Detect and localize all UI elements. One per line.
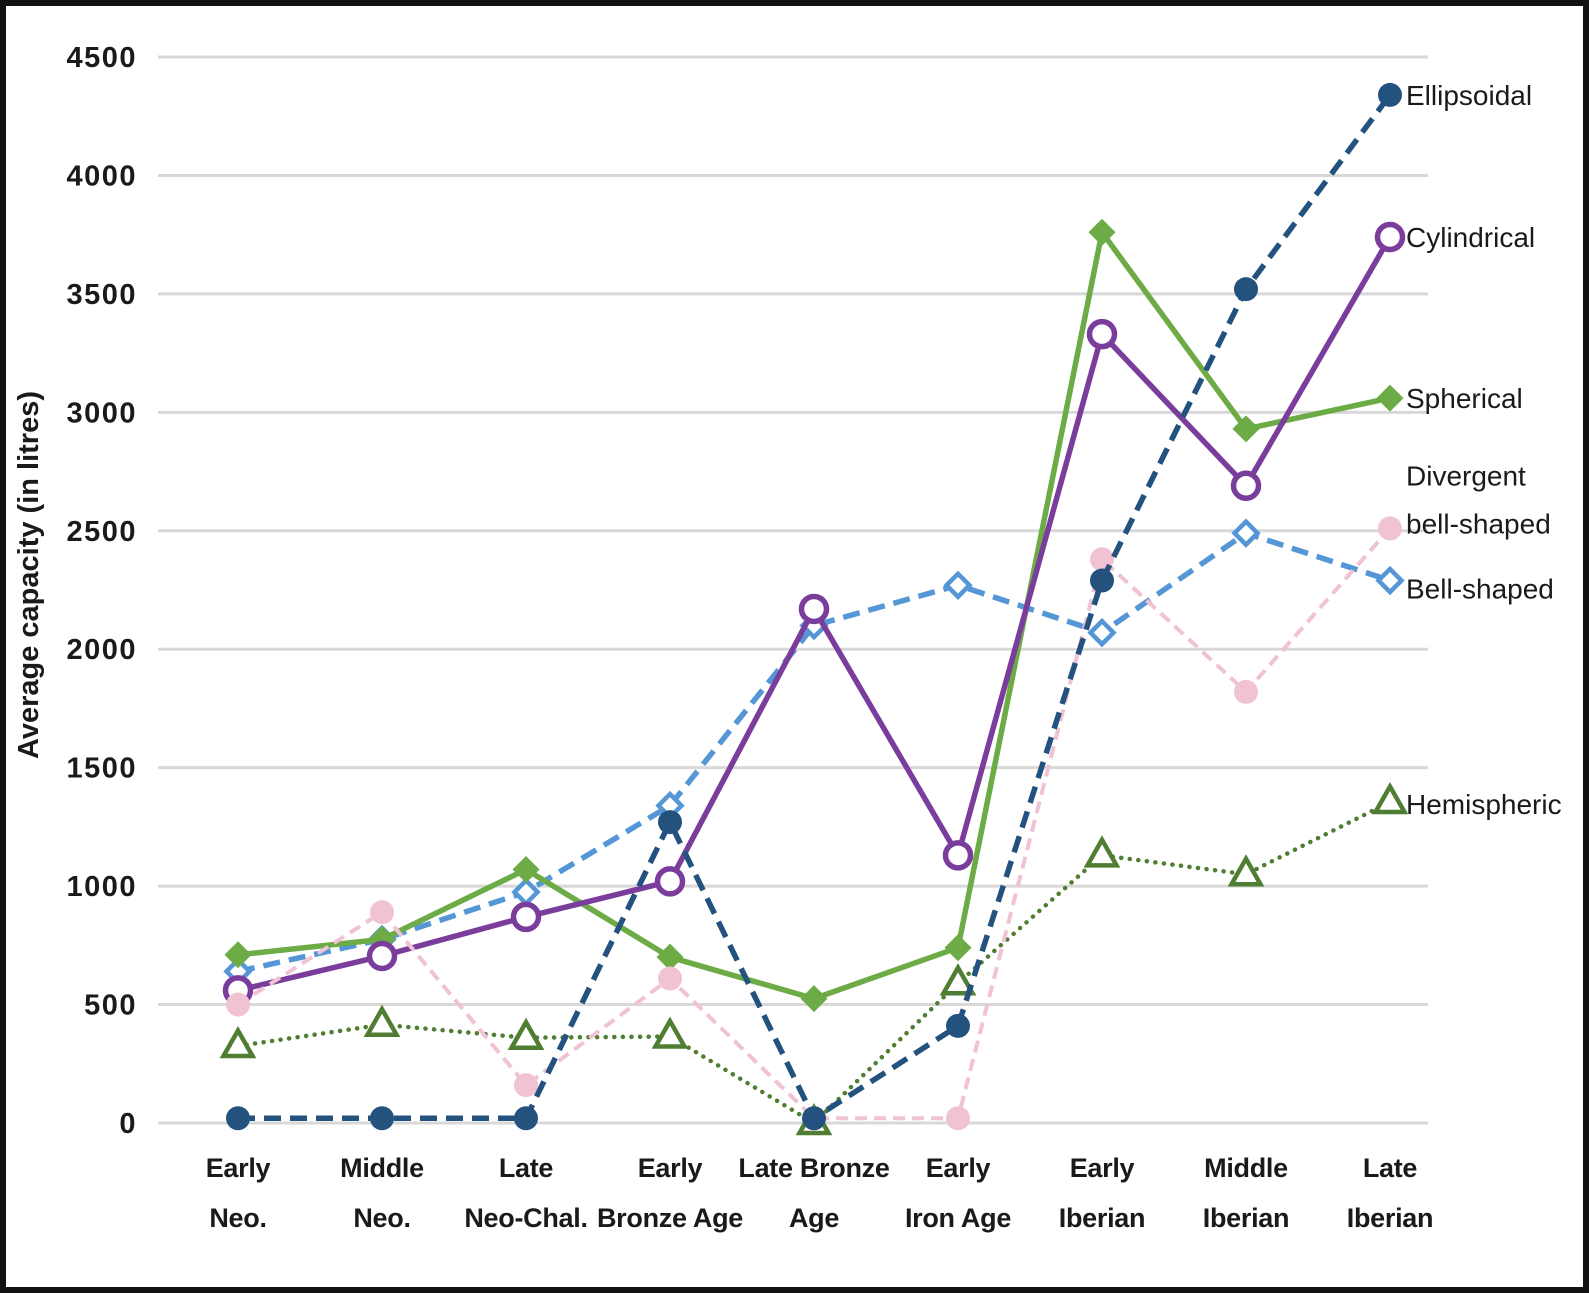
cylindrical-marker-4: [654, 866, 686, 897]
series-hemispheric: [219, 781, 1409, 1136]
ellipsoidal-marker-4: [658, 810, 682, 835]
bell-shaped-marker-8: [1231, 518, 1261, 548]
x-category-label-2: Middle Neo.: [340, 1153, 424, 1233]
ellipsoidal-marker-6: [946, 1013, 970, 1038]
hemispheric-marker-4: [651, 1016, 689, 1049]
divergent-bell-shaped-marker-8: [1234, 679, 1258, 704]
ellipsoidal-marker-8: [1234, 277, 1258, 302]
bell-shaped-marker-3: [511, 877, 541, 907]
divergent-bell-shaped-marker-1: [226, 992, 250, 1017]
y-tick-label-1500: 1500: [66, 753, 137, 785]
y-tick-label-4000: 4000: [66, 160, 137, 192]
cylindrical-marker-8: [1230, 470, 1262, 502]
divergent-bell-shaped-marker-9: [1378, 516, 1402, 541]
cylindrical-marker-9: [1374, 221, 1406, 253]
legend-label-divergent-bell-shaped: Divergent bell-shaped: [1406, 460, 1551, 539]
series-layer: [219, 82, 1409, 1136]
spherical-marker-6: [944, 934, 972, 962]
series-line-bell-shaped: [237, 530, 1391, 975]
spherical-marker-9: [1376, 384, 1404, 412]
ellipsoidal-marker-7: [1090, 568, 1114, 593]
hemispheric-marker-9: [1371, 781, 1409, 815]
y-tick-label-3000: 3000: [66, 397, 137, 429]
hemispheric-marker-3: [507, 1017, 545, 1050]
y-tick-label-3500: 3500: [66, 279, 137, 311]
series-line-hemispheric: [235, 799, 1393, 1126]
series-spherical: [224, 218, 1404, 1013]
divergent-bell-shaped-marker-4: [658, 966, 682, 991]
y-axis-title: Average capacity (in litres): [13, 391, 45, 759]
x-category-label-3: Late Neo-Chal.: [464, 1153, 587, 1233]
bell-shaped-marker-9: [1375, 565, 1405, 596]
spherical-marker-4: [656, 943, 684, 971]
bell-shaped-marker-7: [1087, 617, 1117, 648]
x-category-label-4: Early Bronze Age: [597, 1153, 743, 1233]
y-tick-label-2500: 2500: [66, 516, 137, 548]
cylindrical-marker-5: [798, 593, 830, 625]
spherical-marker-7: [1088, 218, 1116, 246]
y-tick-label-4500: 4500: [66, 42, 137, 74]
cylindrical-marker-2: [366, 940, 398, 972]
axis-text-layer: 0 500 1000 1500 2000 2500 3000 3500 4000 4500 Earl…: [66, 42, 1561, 1233]
legend-label-cylindrical: Cylindrical: [1406, 222, 1535, 253]
ellipsoidal-marker-9: [1378, 82, 1402, 107]
divergent-bell-shaped-marker-3: [514, 1073, 538, 1098]
legend-label-spherical: Spherical: [1406, 383, 1523, 414]
bell-shaped-marker-6: [943, 570, 973, 600]
y-tick-label-2000: 2000: [66, 634, 137, 666]
series-divergent-bell-shaped: [226, 516, 1402, 1131]
x-category-label-6: Early Iron Age: [905, 1153, 1011, 1233]
x-category-label-8: Middle Iberian: [1203, 1153, 1289, 1233]
hemispheric-marker-7: [1083, 835, 1121, 868]
series-ellipsoidal: [226, 82, 1402, 1131]
cylindrical-marker-3: [510, 901, 542, 933]
spherical-marker-5: [800, 985, 828, 1013]
ellipsoidal-marker-2: [370, 1106, 394, 1131]
cylindrical-marker-7: [1086, 318, 1118, 350]
hemispheric-marker-6: [939, 963, 977, 996]
divergent-bell-shaped-marker-2: [370, 900, 394, 925]
spherical-marker-8: [1232, 415, 1260, 443]
ellipsoidal-marker-5: [802, 1106, 826, 1131]
series-cylindrical: [222, 221, 1406, 1006]
x-category-label-1: Early Neo.: [206, 1153, 271, 1233]
hemispheric-marker-8: [1227, 854, 1265, 887]
x-category-label-7: Early Iberian: [1059, 1153, 1145, 1233]
x-category-label-5: Late Bronze Age: [738, 1153, 890, 1233]
hemispheric-marker-2: [363, 1004, 401, 1037]
legend-label-ellipsoidal: Ellipsoidal: [1406, 80, 1532, 111]
ellipsoidal-marker-1: [226, 1106, 250, 1131]
ellipsoidal-marker-3: [514, 1106, 538, 1131]
y-tick-label-500: 500: [84, 990, 137, 1022]
y-tick-label-0: 0: [119, 1108, 137, 1140]
legend-label-hemispheric: Hemispheric: [1406, 789, 1562, 820]
spherical-marker-1: [224, 941, 252, 969]
hemispheric-marker-1: [219, 1025, 257, 1059]
spherical-marker-3: [512, 856, 540, 884]
y-tick-label-1000: 1000: [66, 871, 137, 903]
series-bell-shaped: [223, 518, 1405, 987]
divergent-bell-shaped-marker-6: [946, 1106, 970, 1131]
legend-label-bell-shaped: Bell-shaped: [1406, 574, 1554, 605]
cylindrical-marker-6: [942, 840, 974, 871]
x-category-label-9: Late Iberian: [1347, 1153, 1433, 1233]
